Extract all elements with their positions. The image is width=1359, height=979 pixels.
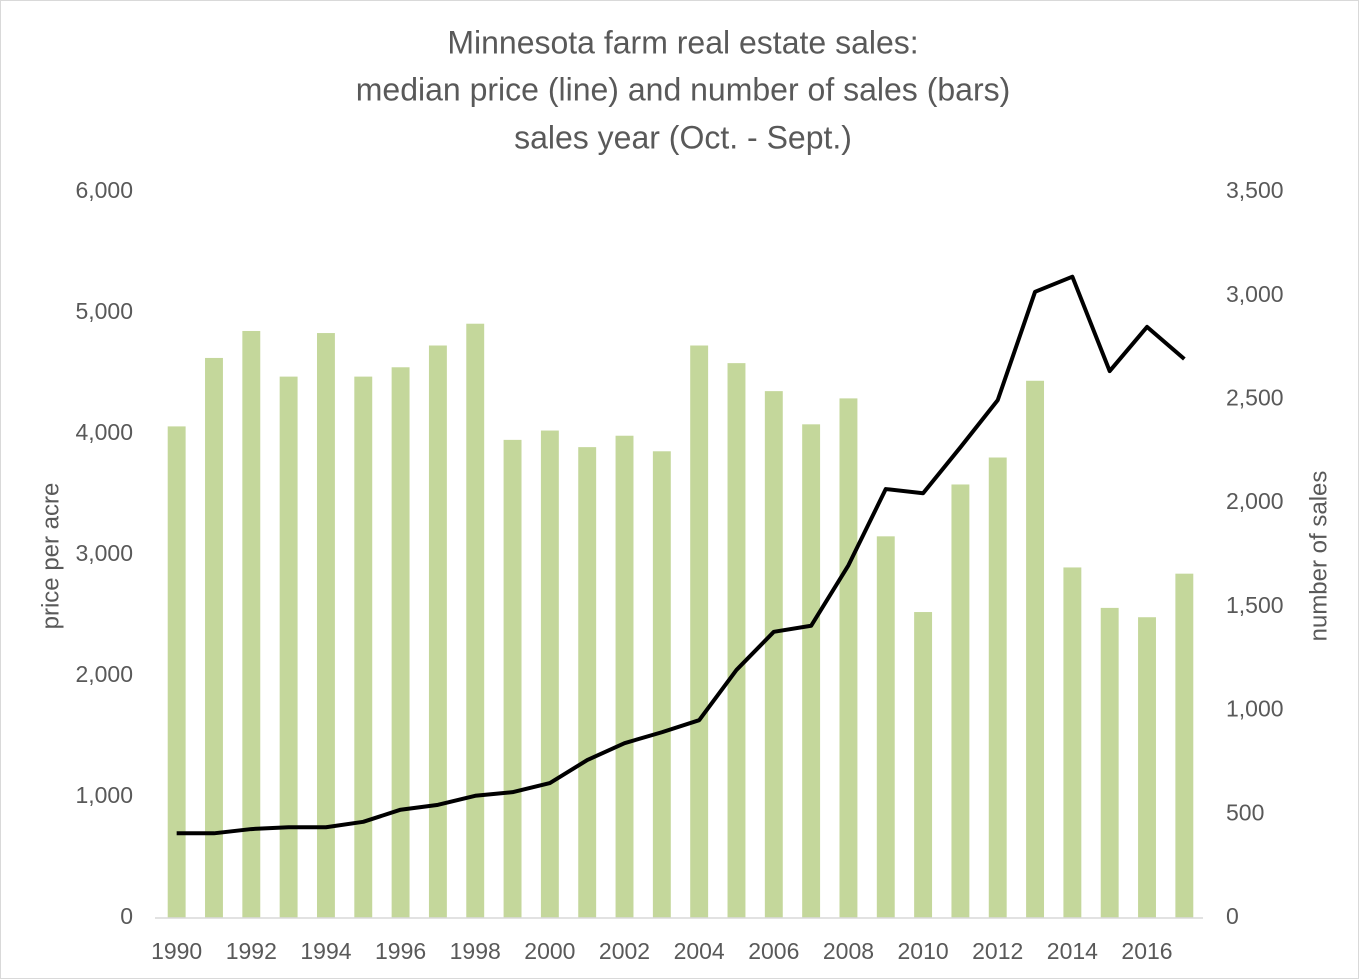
x-tick-label: 2002 <box>599 938 650 964</box>
y-tick-label: 2,000 <box>75 661 133 687</box>
bar <box>205 357 223 918</box>
bar <box>615 435 634 918</box>
y-tick-label: 6,000 <box>75 177 133 203</box>
y-tick-label: 1,000 <box>75 782 133 808</box>
x-tick-label: 1998 <box>450 938 501 964</box>
bar <box>242 330 261 918</box>
y-axis-title: price per acre <box>37 483 64 630</box>
y2-tick-label: 3,500 <box>1226 177 1284 203</box>
chart-title: median price (line) and number of sales … <box>356 71 1011 107</box>
y-tick-label: 5,000 <box>75 298 133 324</box>
bar <box>391 367 410 919</box>
bar <box>1026 380 1045 918</box>
x-tick-label: 2016 <box>1121 938 1172 964</box>
y2-tick-label: 2,500 <box>1226 385 1284 411</box>
y2-tick-label: 0 <box>1226 903 1239 929</box>
bar <box>988 457 1007 918</box>
chart-title: sales year (Oct. - Sept.) <box>514 119 852 155</box>
bar <box>727 363 746 919</box>
bar <box>690 345 709 918</box>
bar <box>876 536 895 918</box>
x-tick-label: 2000 <box>524 938 575 964</box>
bar <box>764 391 783 918</box>
bar <box>1100 607 1119 918</box>
y-tick-label: 4,000 <box>75 419 133 445</box>
x-tick-label: 2014 <box>1047 938 1098 964</box>
y2-tick-label: 500 <box>1226 799 1264 825</box>
bar <box>578 447 597 918</box>
chart-title: Minnesota farm real estate sales: <box>447 24 918 60</box>
y2-tick-label: 2,000 <box>1226 488 1284 514</box>
bar <box>466 323 485 918</box>
x-tick-label: 2010 <box>898 938 949 964</box>
x-tick-label: 2006 <box>748 938 799 964</box>
bar <box>914 612 933 918</box>
x-tick-label: 1990 <box>151 938 202 964</box>
y-tick-label: 3,000 <box>75 540 133 566</box>
x-tick-label: 1996 <box>375 938 426 964</box>
bar <box>951 484 970 918</box>
x-tick-label: 1994 <box>300 938 351 964</box>
y2-tick-label: 1,000 <box>1226 696 1284 722</box>
bar <box>428 345 447 918</box>
x-tick-label: 2012 <box>972 938 1023 964</box>
y2-axis-title: number of sales <box>1305 471 1332 642</box>
bar <box>540 430 559 918</box>
bar <box>1063 567 1082 918</box>
bar <box>1175 573 1194 918</box>
bar <box>839 398 858 918</box>
y-tick-label: 0 <box>120 903 133 929</box>
bar <box>279 376 298 918</box>
bar <box>652 451 671 918</box>
x-tick-label: 2008 <box>823 938 874 964</box>
x-tick-label: 1992 <box>226 938 277 964</box>
y2-tick-label: 3,000 <box>1226 281 1284 307</box>
y2-tick-label: 1,500 <box>1226 592 1284 618</box>
x-tick-label: 2004 <box>674 938 725 964</box>
bar <box>354 376 373 918</box>
bar <box>167 426 186 918</box>
line <box>176 274 1186 836</box>
bar <box>316 333 335 919</box>
bar <box>802 424 821 918</box>
bar <box>503 439 522 918</box>
bar <box>1138 617 1156 918</box>
